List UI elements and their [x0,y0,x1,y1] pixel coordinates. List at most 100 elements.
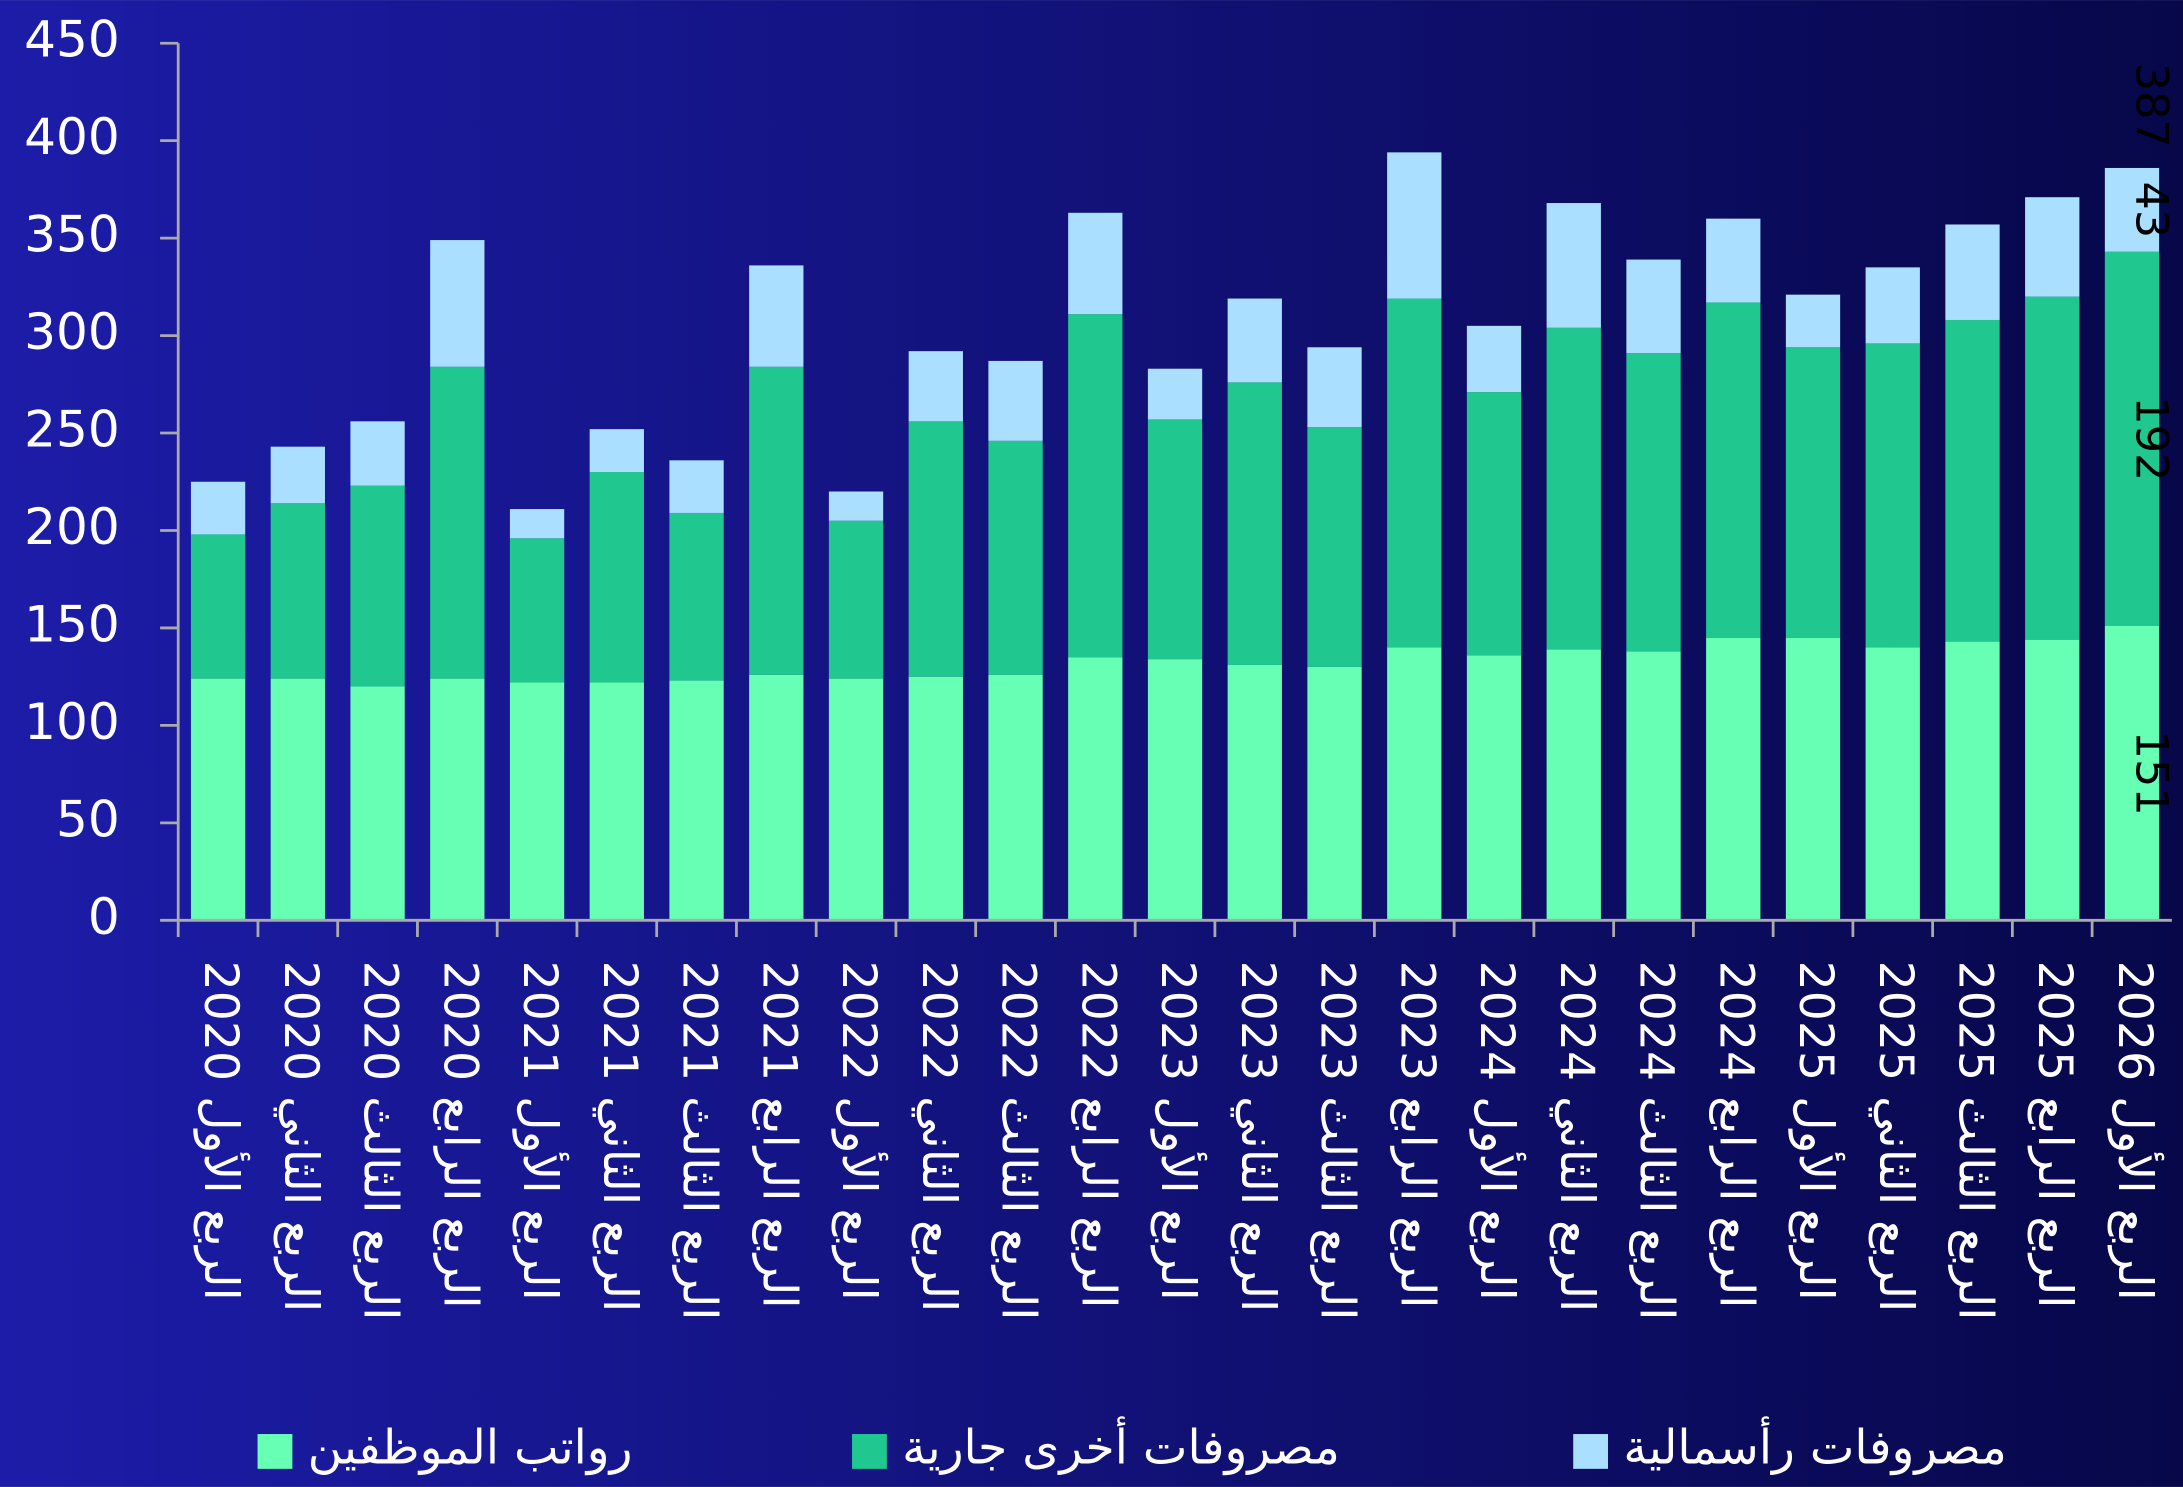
bar-segment [1387,647,1442,921]
bar-segment [1706,218,1761,303]
legend-label: رواتب الموظفين [308,1421,633,1476]
x-tick-label: الربع الأول 2023 [1150,961,1208,1301]
legend-swatch [257,1434,293,1469]
bar-segment [430,678,485,921]
bar-segment [1865,267,1920,344]
bar-segment [270,503,325,679]
y-tick-label: 400 [24,107,120,166]
bar-segment [509,682,565,921]
bar-segment [988,674,1043,921]
total-label: 387 [2126,63,2178,148]
x-tick-label: الربع الرابع 2024 [1708,961,1763,1309]
x-tick-label: الربع الثاني 2022 [911,961,966,1312]
bar-segment [1307,347,1362,428]
x-tick-label: الربع الرابع 2022 [1070,961,1125,1309]
bar-segment [1626,651,1681,921]
bar-segment [1466,325,1522,393]
bar-segment [1147,659,1203,921]
y-tick-label: 250 [24,400,120,459]
bar-segment [828,491,884,521]
x-tick-label: الربع الثاني 2020 [273,961,328,1312]
x-tick-label: الربع الرابع 2025 [2027,961,2082,1309]
bar-segment [749,265,804,367]
bar-segment [988,360,1043,441]
bar-segment [2104,251,2160,626]
y-tick-label: 0 [88,887,120,946]
bar-segment [190,534,246,679]
bar-segment [908,676,963,921]
bar-segment [988,440,1043,675]
bar-segment [669,512,724,681]
y-tick-label: 150 [24,594,120,653]
x-tick-label: الربع الأول 2025 [1788,961,1846,1301]
bar-segment [1865,647,1920,921]
bar-segment [350,485,405,687]
bar-segment [430,240,485,367]
bar-segment [1227,298,1282,383]
bar-segment [749,366,804,675]
bar-segment [589,682,644,921]
legend-swatch [852,1434,887,1469]
bar-segment [2025,197,2080,297]
bar-segment [2025,639,2080,921]
bar-segment [350,686,405,921]
bar-segment [669,680,724,921]
x-tick-label: الربع الرابع 2020 [432,961,487,1309]
bar-segment [589,429,644,473]
data-label: 151 [2126,731,2178,816]
bar-segment [1227,664,1282,921]
bar-segment [190,678,246,921]
bar-segment [669,460,724,513]
bar-segment [828,520,884,679]
bar-segment [1307,427,1362,667]
bar-segment [908,421,963,677]
y-tick-label: 50 [56,789,120,848]
x-tick-label: الربع الرابع 2021 [751,961,806,1309]
bar-segment [1945,319,2000,642]
bar-segment [1626,353,1681,652]
bar-segment [1945,641,2000,921]
bar-segment [1546,327,1601,650]
x-tick-label: الربع الأول 2026 [2107,961,2165,1301]
bar-segment [1546,203,1601,328]
bar-segment [1706,302,1761,638]
bar-segment [270,446,325,504]
x-tick-label: الربع الأول 2020 [193,961,251,1301]
x-tick-label: الربع الثالث 2025 [1947,961,2002,1321]
y-tick-label: 350 [24,205,120,264]
x-tick-label: الربع الأول 2021 [512,961,570,1301]
bar-segment [828,678,884,921]
bar-segment [1546,649,1601,921]
legend-label: مصروفات أخرى جارية [902,1416,1340,1476]
bar-segment [2104,625,2160,921]
x-tick-label: الربع الثالث 2022 [991,961,1046,1321]
x-tick-label: الربع الثالث 2020 [353,961,408,1321]
bar-segment [350,421,405,486]
y-tick-label: 100 [24,692,120,751]
data-label: 43 [2126,182,2178,239]
x-tick-label: الربع الثالث 2024 [1629,961,1684,1321]
y-tick-label: 450 [24,10,120,69]
x-tick-label: الربع الثاني 2025 [1868,961,1923,1312]
data-label: 192 [2126,396,2178,481]
y-tick-label: 200 [24,497,120,556]
bar-segment [1147,419,1203,660]
bar-segment [1785,637,1841,921]
bar-segment [1466,655,1522,921]
bar-segment [1865,343,1920,648]
bar-segment [749,674,804,921]
y-tick-label: 300 [24,302,120,361]
bar-segment [1785,347,1841,638]
bar-segment [1068,212,1123,315]
bar-segment [589,472,644,683]
bar-segment [1227,382,1282,665]
bar-segment [1785,294,1841,348]
legend-swatch [1573,1434,1609,1469]
bar-segment [1626,259,1681,354]
bar-segment [1068,657,1123,921]
bar-segment [1068,314,1123,658]
bar-segment [1466,392,1522,656]
bar-segment [1147,368,1203,420]
bar-segment [430,366,485,679]
